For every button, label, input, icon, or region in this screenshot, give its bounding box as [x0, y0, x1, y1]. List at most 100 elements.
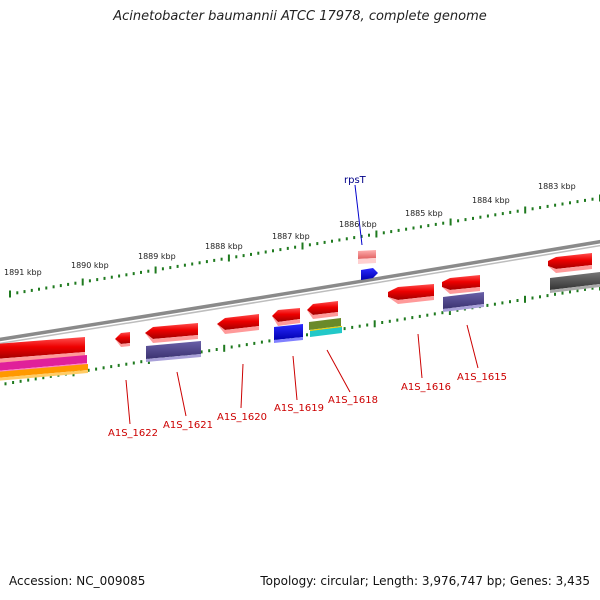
- scale-tick-minor: [242, 254, 245, 258]
- scale-tick-minor: [38, 287, 40, 291]
- scale-tick-minor: [501, 212, 504, 216]
- scale-tick-minor: [360, 234, 363, 238]
- scale-tick-minor: [591, 286, 594, 290]
- gene-upper-right[interactable]: [548, 253, 592, 273]
- feature-a1s-1618-olive[interactable]: [309, 318, 341, 330]
- gene-upper-mid[interactable]: [442, 275, 480, 294]
- gene-upper-right-gray[interactable]: [550, 272, 600, 293]
- scale-tick-minor: [74, 281, 77, 285]
- scale-tick-minor: [576, 200, 579, 204]
- gene-far-left-orange[interactable]: [0, 364, 88, 381]
- scale-tick-minor: [381, 321, 384, 324]
- scale-tick-minor: [486, 303, 489, 307]
- scale-tick-minor: [351, 325, 354, 329]
- rpst-cds[interactable]: [361, 268, 378, 280]
- scale-tick-minor: [286, 246, 289, 250]
- scale-tick-major: [524, 295, 526, 303]
- gene-a1s-1622[interactable]: [115, 332, 130, 347]
- gene-a1s-1621[interactable]: [145, 323, 198, 343]
- feature-a1s-1618-cyan[interactable]: [310, 326, 342, 337]
- scale-tick-minor: [397, 228, 400, 232]
- scale-tick-major: [449, 218, 452, 226]
- scale-tick-minor: [250, 252, 252, 256]
- scale-tick-minor: [427, 224, 430, 228]
- scale-tick-major: [223, 344, 226, 352]
- scale-tick-minor: [434, 222, 437, 226]
- kbp-label: 1885 kbp: [405, 209, 443, 218]
- gene-a1s-1618[interactable]: [307, 301, 338, 319]
- scale-tick-minor: [509, 300, 511, 304]
- scale-tick-minor: [494, 213, 497, 217]
- gene-a1s-1619[interactable]: [272, 308, 300, 326]
- scale-tick-minor: [198, 261, 201, 265]
- scale-tick-minor: [208, 349, 211, 353]
- gene-upper-left[interactable]: [388, 284, 434, 304]
- scale-tick-minor: [260, 340, 263, 344]
- scale-tick-minor: [238, 344, 241, 348]
- scale-tick-minor: [30, 288, 33, 292]
- scale-tick-minor: [34, 377, 37, 381]
- scale-tick-minor: [205, 260, 208, 264]
- kbp-label: 1886 kbp: [339, 220, 377, 229]
- scale-tick-minor: [117, 363, 120, 367]
- scale-tick-major: [81, 278, 84, 286]
- scale-tick-minor: [87, 368, 90, 372]
- scale-ruler-upper: [9, 194, 600, 298]
- kbp-label: 1884 kbp: [472, 196, 510, 205]
- accession-text: Accession: NC_009085: [9, 574, 146, 588]
- locus-label-a1s-1621: A1S_1621: [163, 420, 213, 431]
- kbp-label: 1887 kbp: [272, 232, 310, 241]
- scale-tick-minor: [554, 203, 557, 207]
- genome-backbone: [0, 239, 600, 345]
- scale-tick-major: [154, 266, 157, 274]
- scale-tick-major: [448, 308, 451, 315]
- cds-a1s-1621[interactable]: [146, 341, 201, 362]
- cds-upper-mid[interactable]: [443, 292, 484, 312]
- scale-tick-minor: [161, 267, 164, 271]
- scale-tick-minor: [366, 323, 369, 327]
- scale-tick-minor: [4, 382, 7, 386]
- scale-tick-minor: [49, 374, 52, 378]
- scale-tick-minor: [569, 201, 571, 205]
- scale-tick-major: [301, 242, 304, 250]
- rpst-leader-line: [354, 184, 363, 246]
- rpst-gene[interactable]: [358, 250, 376, 264]
- scale-tick-minor: [308, 243, 311, 247]
- gene-a1s-1620[interactable]: [217, 314, 259, 334]
- scale-tick-minor: [103, 276, 106, 280]
- scale-tick-minor: [27, 378, 30, 382]
- map-title: Acinetobacter baumannii ATCC 17978, comp…: [113, 9, 487, 24]
- scale-tick-minor: [169, 266, 172, 270]
- scale-tick-major: [373, 320, 376, 328]
- scale-tick-minor: [331, 239, 333, 243]
- scale-tick-major: [375, 230, 378, 238]
- scale-tick-minor: [509, 210, 512, 214]
- scale-tick-minor: [118, 274, 121, 278]
- scale-tick-minor: [591, 197, 594, 201]
- scale-tick-minor: [213, 258, 216, 262]
- locus-leader-lines: [125, 324, 479, 425]
- gene-far-left[interactable]: [0, 337, 85, 363]
- scale-tick-minor: [419, 225, 422, 229]
- scale-tick-minor: [368, 233, 370, 237]
- kbp-label: 1890 kbp: [71, 261, 109, 270]
- scale-tick-minor: [479, 215, 482, 219]
- scale-tick-minor: [343, 327, 346, 331]
- cds-a1s-1619[interactable]: [274, 324, 303, 343]
- locus-label-a1s-1618: A1S_1618: [328, 395, 378, 406]
- scale-tick-minor: [125, 362, 128, 366]
- scale-tick-minor: [132, 361, 135, 365]
- scale-tick-minor: [16, 291, 19, 295]
- scale-tick-minor: [396, 318, 399, 322]
- locus-label-a1s-1622: A1S_1622: [108, 428, 158, 439]
- scale-tick-minor: [45, 286, 48, 290]
- locus-label-a1s-1619: A1S_1619: [274, 403, 324, 414]
- scale-tick-minor: [245, 343, 248, 347]
- kbp-label: 1889 kbp: [138, 252, 176, 261]
- scale-tick-minor: [96, 278, 99, 282]
- scale-tick-minor: [95, 367, 98, 371]
- scale-tick-minor: [23, 290, 26, 294]
- scale-tick-minor: [576, 289, 579, 293]
- scale-tick-minor: [584, 198, 586, 202]
- scale-tick-minor: [147, 269, 150, 273]
